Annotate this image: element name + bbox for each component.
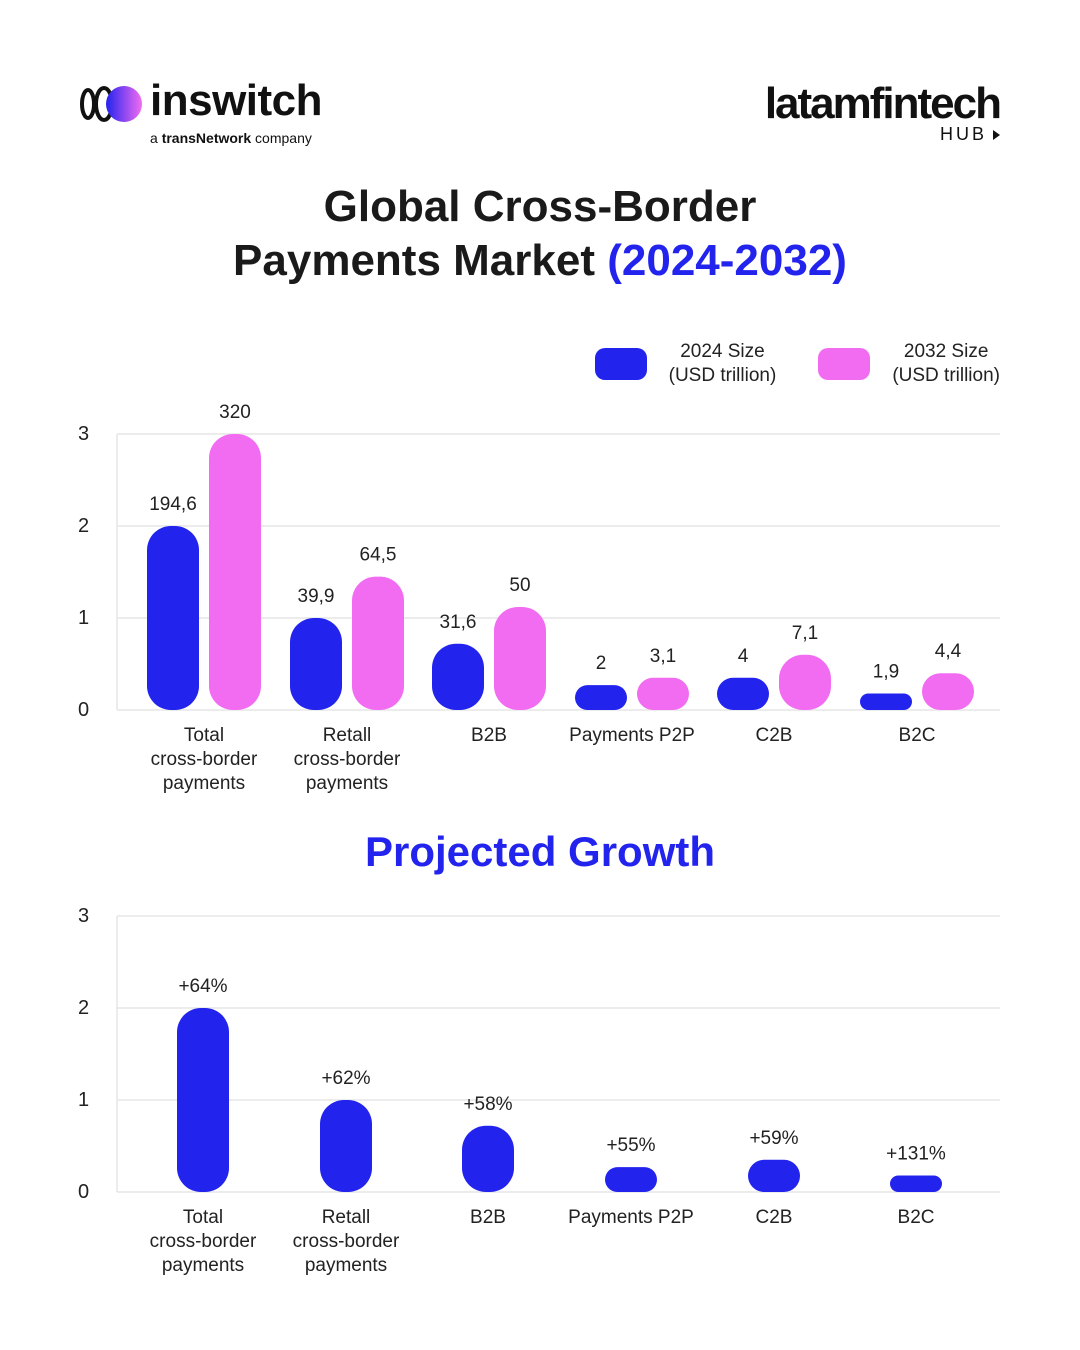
data-label: 31,6 (440, 612, 477, 633)
latamfintech-wordmark: latamfintech (764, 79, 1002, 128)
data-label: 320 (219, 402, 251, 423)
bar (605, 1167, 657, 1192)
title-line-1: Global Cross-Border (323, 182, 757, 231)
bar (860, 693, 912, 710)
category-label: B2C (899, 725, 936, 746)
play-triangle-icon (993, 130, 1000, 140)
category-label: Payments P2P (569, 725, 695, 746)
bar (717, 677, 769, 710)
data-label: +64% (178, 976, 227, 997)
bar (147, 526, 199, 710)
data-label: 4,4 (935, 641, 962, 662)
data-label: +59% (749, 1128, 798, 1149)
category-label: payments (306, 773, 388, 794)
market-size-chart: 0 1 2 3 194,6 320 Total cross-border payments 39,… (78, 402, 1000, 794)
category-label: cross-border (294, 749, 401, 770)
legend-swatch-2032 (818, 348, 871, 380)
projected-growth-title: Projected Growth (364, 828, 716, 875)
bar (748, 1159, 800, 1192)
chart-legend: 2024 Size (USD trillion) 2032 Size (USD tr… (594, 340, 1000, 388)
category-label: Total (183, 1207, 223, 1228)
category-label: C2B (756, 1207, 793, 1228)
legend-item-2032: 2032 Size (USD trillion) (818, 340, 1000, 388)
category-label: Retall (323, 725, 372, 746)
data-label: 4 (738, 646, 749, 667)
y-tick-label: 2 (78, 515, 89, 537)
legend-item-2024: 2024 Size (USD trillion) (594, 340, 777, 388)
legend-swatch-2024 (594, 348, 647, 380)
data-label: 3,1 (650, 646, 676, 667)
category-label: cross-border (151, 749, 258, 770)
y-tick-label: 2 (78, 997, 89, 1019)
category-label: B2B (470, 1207, 506, 1228)
y-tick-label: 1 (78, 607, 89, 629)
category-label: Retall (322, 1207, 371, 1228)
bar (779, 654, 831, 710)
inswitch-logo-mark-icon (80, 86, 142, 122)
legend-label-2032: 2032 Size (USD trillion) (892, 341, 1000, 386)
data-label: 194,6 (149, 494, 197, 515)
bar (432, 643, 484, 710)
legend-label-2024: 2024 Size (USD trillion) (668, 341, 777, 386)
category-label: payments (163, 773, 245, 794)
data-label: 1,9 (873, 661, 899, 682)
data-label: +131% (886, 1143, 946, 1164)
category-label: Total (184, 725, 224, 746)
bar (575, 685, 627, 710)
y-tick-label: 3 (78, 905, 89, 927)
data-label: 39,9 (298, 586, 335, 607)
category-label: B2C (898, 1207, 935, 1228)
bar (637, 677, 689, 710)
category-label: C2B (756, 725, 793, 746)
category-label: cross-border (150, 1231, 257, 1252)
bar (890, 1175, 942, 1192)
inswitch-wordmark: inswitch (150, 76, 323, 125)
data-label: 64,5 (360, 545, 397, 566)
bar (922, 673, 974, 710)
data-label: +58% (463, 1094, 512, 1115)
inswitch-tagline: a transNetwork company (150, 130, 312, 146)
hub-label: HUB (765, 124, 1000, 145)
bar (462, 1125, 514, 1192)
latamfintech-logo: latamfintech HUB (764, 79, 1002, 145)
page-title: Global Cross-Border Payments Market (202… (0, 180, 1080, 288)
y-tick-label: 0 (78, 699, 89, 721)
y-tick-label: 3 (78, 423, 89, 445)
data-label: 2 (596, 653, 607, 674)
category-label: payments (162, 1255, 244, 1276)
bar (352, 576, 404, 710)
title-line-2: Payments Market (2024-2032) (233, 236, 847, 285)
category-label: Payments P2P (568, 1207, 694, 1228)
bar (177, 1008, 229, 1192)
title-year-range: (2024-2032) (607, 236, 847, 285)
bar (494, 606, 546, 710)
bar (209, 434, 261, 710)
y-tick-label: 0 (78, 1181, 89, 1203)
data-label: +55% (606, 1135, 655, 1156)
category-label: cross-border (293, 1231, 400, 1252)
projected-growth-chart: 0 1 2 3 +64% Total cross-border payments +62% Ret… (78, 905, 1000, 1276)
bar (320, 1100, 372, 1192)
bar (290, 618, 342, 710)
data-label: 7,1 (792, 623, 818, 644)
category-label: payments (305, 1255, 387, 1276)
category-label: B2B (471, 725, 507, 746)
data-label: +62% (321, 1068, 370, 1089)
y-tick-label: 1 (78, 1089, 89, 1111)
data-label: 50 (509, 575, 530, 596)
